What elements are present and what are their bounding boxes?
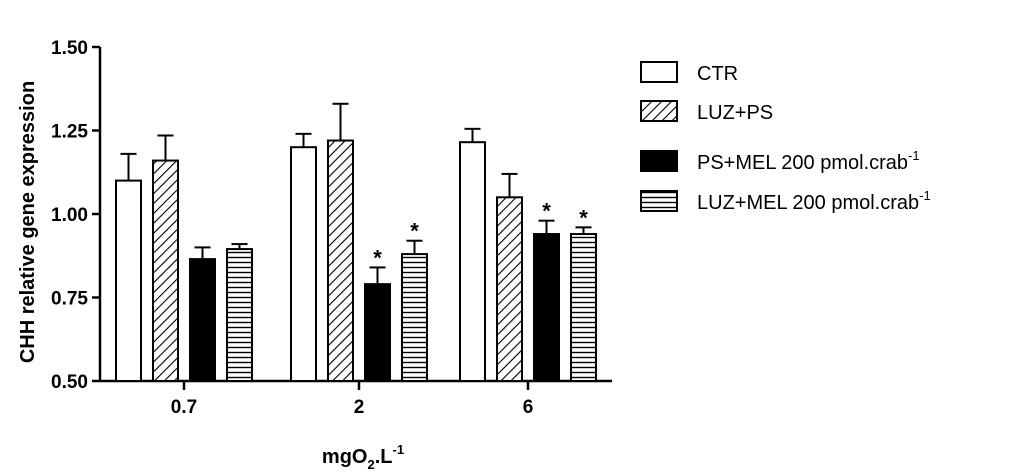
x-axis: 0.7 2 6 [100, 379, 612, 418]
bars [115, 139, 597, 383]
bar [401, 253, 428, 382]
legend-swatch [640, 190, 678, 212]
bar [496, 196, 523, 382]
y-axis-title: CHH relative gene expression [17, 81, 39, 363]
bar [364, 283, 391, 383]
x-axis-title-sup: -1 [393, 442, 405, 457]
legend-swatch [640, 100, 678, 122]
legend-swatch [640, 61, 678, 83]
y-tick-label: 1.25 [51, 122, 88, 143]
bar [290, 146, 317, 382]
legend-label-sup: -1 [919, 188, 931, 203]
y-tick-label: 0.75 [51, 289, 88, 310]
significance-star: * [579, 205, 588, 230]
y-tick-label: 1.50 [51, 38, 88, 59]
legend-label-name: CTR [697, 63, 738, 85]
bar [533, 233, 560, 382]
y-tick-label: 1.00 [51, 205, 88, 226]
bar [189, 258, 216, 382]
legend-label-name: LUZ+PS [697, 102, 773, 124]
bar [570, 233, 597, 382]
significance-star: * [373, 245, 382, 270]
bar [152, 159, 179, 382]
legend-label-sup: -1 [908, 148, 920, 163]
legend-label: LUZ+PS [697, 102, 773, 124]
legend-label-name: PS+MEL 200 pmol.crab [697, 152, 908, 174]
bar [327, 139, 354, 382]
significance-markers: * * * * [373, 199, 588, 271]
x-axis-title-sub: 2 [367, 457, 374, 472]
x-axis-title-main: mgO [322, 446, 368, 468]
bar [115, 179, 142, 382]
legend-label: LUZ+MEL 200 pmol.crab-1 [697, 188, 931, 214]
legend-label: CTR [697, 63, 738, 85]
y-axis: 0.50 0.75 1.00 1.25 1.50 [51, 38, 102, 393]
legend-label: PS+MEL 200 pmol.crab-1 [697, 148, 920, 174]
y-tick-label: 0.50 [51, 372, 88, 393]
significance-star: * [410, 219, 419, 244]
x-axis-title: mgO2.L-1 [322, 442, 404, 472]
bar [226, 248, 253, 382]
x-tick-label: 6 [523, 397, 534, 418]
x-axis-title-mid: .L [375, 446, 393, 468]
legend-swatch [640, 150, 678, 172]
x-tick-label: 2 [354, 397, 365, 418]
error-bars [120, 102, 592, 285]
x-tick-label: 0.7 [171, 397, 197, 418]
legend-label-name: LUZ+MEL 200 pmol.crab [697, 192, 919, 214]
significance-star: * [542, 199, 551, 224]
bar [459, 141, 486, 382]
